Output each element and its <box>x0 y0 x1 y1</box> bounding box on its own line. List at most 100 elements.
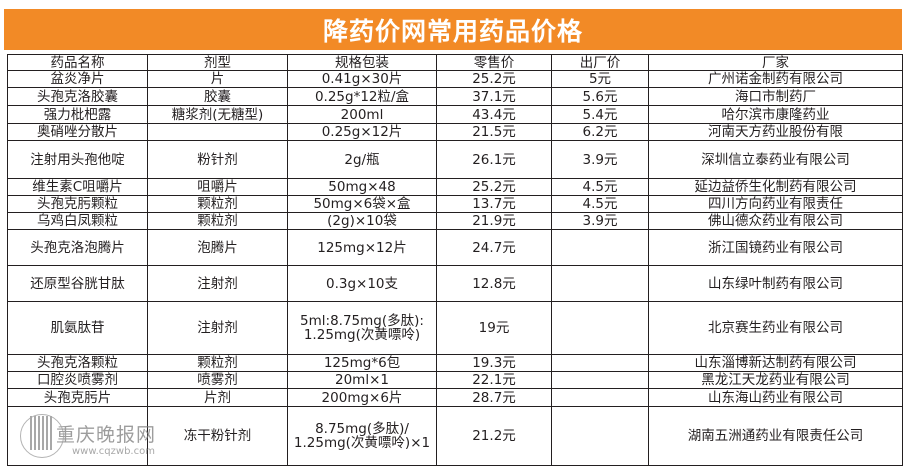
cell-manufacturer: 北京赛生药业有限公司 <box>648 301 903 355</box>
cell-factory-price: 3.9元 <box>551 212 649 230</box>
cell-specification: 0.25g*12粒/盒 <box>287 87 437 106</box>
cell-manufacturer: 延边益侨生化制药有限公司 <box>648 178 903 196</box>
cell-specification: 50mg×48 <box>287 178 437 196</box>
cell-dosage-form: 片 <box>147 70 288 88</box>
cell-factory-price: 6.2元 <box>551 123 649 141</box>
cell-factory-price <box>551 406 649 466</box>
cell-retail-price: 24.7元 <box>436 229 552 266</box>
table-row: 乌鸡白凤颗粒 颗粒剂 (2g)×10袋 21.9元 3.9元 佛山德众药业有限公司 <box>7 212 903 230</box>
table-row: 奥硝唑分散片 0.25g×12片 21.5元 6.2元 河南天方药业股份有限 <box>7 123 903 141</box>
cell-drug-name: 盆炎净片 <box>7 70 148 88</box>
cell-manufacturer: 四川方向药业有限责任 <box>648 195 903 213</box>
cell-drug-name: 还原型谷胱甘肽 <box>7 265 148 302</box>
cell-factory-price: 4.5元 <box>551 178 649 196</box>
cell-specification: 0.41g×30片 <box>287 70 437 88</box>
cell-specification: 125mg*6包 <box>287 354 437 372</box>
cell-drug-name: 肌氨肽苷 <box>7 301 148 355</box>
cell-drug-name: 乌鸡白凤颗粒 <box>7 212 148 230</box>
cell-retail-price: 25.2元 <box>436 70 552 88</box>
cell-factory-price <box>551 354 649 372</box>
cell-drug-name: 头孢克洛颗粒 <box>7 354 148 372</box>
cell-dosage-form: 颗粒剂 <box>147 195 288 213</box>
cell-dosage-form: 颗粒剂 <box>147 212 288 230</box>
cell-specification: 0.25g×12片 <box>287 123 437 141</box>
table-row: 盆炎净片片 0.41g×30片 25.2元 5元 广州诺金制药有限公司 <box>7 70 903 88</box>
cell-manufacturer: 河南天方药业股份有限 <box>648 123 903 141</box>
cell-specification: 2g/瓶 <box>287 140 437 179</box>
table-row: 强力枇杷露 糖浆剂(无糖型) 200ml 43.4元 5.4元 哈尔滨市康隆药业 <box>7 105 903 124</box>
cell-drug-name: 头孢克肟颗粒 <box>7 195 148 213</box>
cell-manufacturer: 广州诺金制药有限公司 <box>648 70 903 88</box>
cell-dosage-form: 冻干粉针剂 <box>147 406 288 466</box>
cell-factory-price <box>551 371 649 389</box>
cell-specification: (2g)×10袋 <box>287 212 437 230</box>
cell-retail-price: 37.1元 <box>436 87 552 106</box>
header-specification: 规格包装 <box>287 54 437 71</box>
cell-retail-price: 19.3元 <box>436 354 552 372</box>
cell-manufacturer: 山东淄博新达制药有限公司 <box>648 354 903 372</box>
cell-drug-name: 注射用头孢他啶 <box>7 140 148 179</box>
cell-dosage-form <box>147 123 288 141</box>
cell-manufacturer: 山东海山药业有限公司 <box>648 388 903 407</box>
table-row: 头孢克洛颗粒 颗粒剂 125mg*6包 19.3元 山东淄博新达制药有限公司 <box>7 354 903 372</box>
cell-dosage-form: 泡腾片 <box>147 229 288 266</box>
cell-drug-name: 头孢克洛泡腾片 <box>7 229 148 266</box>
drug-price-table: 药品名称 剂型 规格包装 零售价 出厂价 厂家 盆炎净片片 0.41g×30片 25… <box>7 54 903 466</box>
cell-factory-price: 3.9元 <box>551 140 649 179</box>
cell-factory-price: 5.6元 <box>551 87 649 106</box>
cell-dosage-form: 咀嚼片 <box>147 178 288 196</box>
cell-dosage-form: 颗粒剂 <box>147 354 288 372</box>
cell-manufacturer: 海口市制药厂 <box>648 87 903 106</box>
cell-manufacturer: 哈尔滨市康隆药业 <box>648 105 903 124</box>
cell-retail-price: 19元 <box>436 301 552 355</box>
table-row: 肌氨肽苷 注射剂 5ml:8.75mg(多肽): 1.25mg(次黄嘌呤) 19元 北京… <box>7 301 903 355</box>
cell-factory-price: 5元 <box>551 70 649 88</box>
cell-retail-price: 43.4元 <box>436 105 552 124</box>
cell-manufacturer: 深圳信立泰药业有限公司 <box>648 140 903 179</box>
cell-manufacturer: 山东绿叶制药有限公司 <box>648 265 903 302</box>
header-dosage-form: 剂型 <box>147 54 288 71</box>
cell-manufacturer: 佛山德众药业有限公司 <box>648 212 903 230</box>
table-row: 口腔炎喷雾剂 喷雾剂 20ml×1 22.1元 黑龙江天龙药业有限公司 <box>7 371 903 389</box>
table-row: 头孢克洛泡腾片 泡腾片 125mg×12片 24.7元 浙江国镜药业有限公司 <box>7 229 903 266</box>
cell-drug-name: 奥硝唑分散片 <box>7 123 148 141</box>
table-row: 头孢克洛胶囊 胶囊 0.25g*12粒/盒 37.1元 5.6元 海口市制药厂 <box>7 87 903 106</box>
header-factory-price: 出厂价 <box>551 54 649 71</box>
header-manufacturer: 厂家 <box>648 54 903 71</box>
cell-dosage-form: 胶囊 <box>147 87 288 106</box>
cell-manufacturer: 浙江国镜药业有限公司 <box>648 229 903 266</box>
cell-dosage-form: 注射剂 <box>147 301 288 355</box>
cell-dosage-form: 喷雾剂 <box>147 371 288 389</box>
cell-retail-price: 21.9元 <box>436 212 552 230</box>
cell-dosage-form: 注射剂 <box>147 265 288 302</box>
cell-manufacturer: 湖南五洲通药业有限责任公司 <box>648 406 903 466</box>
cell-factory-price <box>551 388 649 407</box>
cell-specification: 8.75mg(多肽)/ 1.25mg(次黄嘌呤)×1 <box>287 406 437 466</box>
cell-retail-price: 12.8元 <box>436 265 552 302</box>
cell-specification: 200mg×6片 <box>287 388 437 407</box>
table-row: 维生素C咀嚼片 咀嚼片 50mg×48 25.2元 4.5元 延边益侨生化制药有限公司 <box>7 178 903 196</box>
title-banner: 降药价网常用药品价格 <box>4 9 902 50</box>
cell-specification: 5ml:8.75mg(多肽): 1.25mg(次黄嘌呤) <box>287 301 437 355</box>
cell-dosage-form: 粉针剂 <box>147 140 288 179</box>
cell-factory-price <box>551 301 649 355</box>
cell-dosage-form: 糖浆剂(无糖型) <box>147 105 288 124</box>
cell-retail-price: 22.1元 <box>436 371 552 389</box>
cell-drug-name: 口腔炎喷雾剂 <box>7 371 148 389</box>
header-retail-price: 零售价 <box>436 54 552 71</box>
cell-factory-price <box>551 265 649 302</box>
table-row: 还原型谷胱甘肽 注射剂 0.3g×10支 12.8元 山东绿叶制药有限公司 <box>7 265 903 302</box>
cell-factory-price <box>551 229 649 266</box>
table-row: 注射用头孢他啶 粉针剂 2g/瓶 26.1元 3.9元 深圳信立泰药业有限公司 <box>7 140 903 179</box>
cell-drug-name: 强力枇杷露 <box>7 105 148 124</box>
table-row: 冻干粉针剂 8.75mg(多肽)/ 1.25mg(次黄嘌呤)×1 21.2元 湖南五洲… <box>7 406 903 466</box>
page-title: 降药价网常用药品价格 <box>322 16 583 46</box>
table-row: 头孢克肟片 片剂 200mg×6片 28.7元 山东海山药业有限公司 <box>7 388 903 407</box>
cell-retail-price: 21.2元 <box>436 406 552 466</box>
cell-factory-price: 5.4元 <box>551 105 649 124</box>
cell-drug-name: 头孢克洛胶囊 <box>7 87 148 106</box>
table-header-row: 药品名称 剂型 规格包装 零售价 出厂价 厂家 <box>7 54 903 71</box>
cell-specification: 50mg×6袋×盒 <box>287 195 437 213</box>
cell-factory-price: 4.5元 <box>551 195 649 213</box>
cell-specification: 0.3g×10支 <box>287 265 437 302</box>
